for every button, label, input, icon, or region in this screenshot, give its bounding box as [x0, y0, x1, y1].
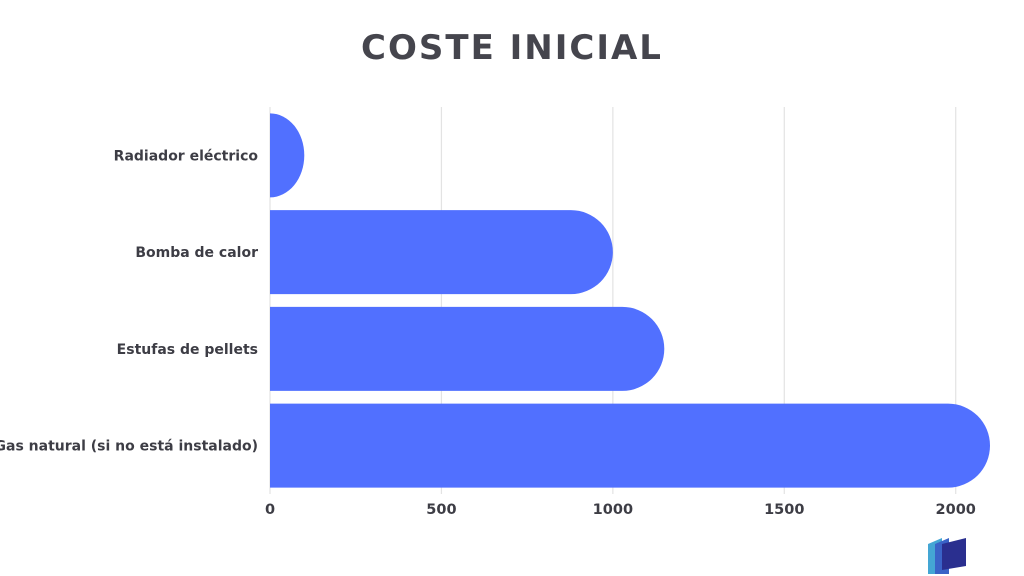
bar — [270, 210, 613, 295]
category-label: Estufas de pellets — [117, 342, 258, 358]
category-labels: Radiador eléctrico Bomba de calor Estufas … — [0, 148, 258, 454]
category-label: Gas natural (si no está instalado) — [0, 439, 258, 455]
category-label: Radiador eléctrico — [114, 148, 259, 164]
x-tick-label: 2000 — [936, 502, 976, 518]
x-tick-label: 1000 — [593, 502, 633, 518]
bar — [270, 306, 665, 391]
x-tick-label: 0 — [265, 502, 275, 518]
chart-title: COSTE INICIAL — [361, 28, 663, 68]
x-axis-ticks: 0 500 1000 1500 2000 — [265, 502, 976, 518]
bar — [270, 403, 990, 488]
x-tick-label: 1500 — [764, 502, 804, 518]
bar — [270, 113, 305, 198]
category-label: Bomba de calor — [135, 245, 258, 261]
brand-logo-icon — [928, 538, 966, 574]
x-tick-label: 500 — [426, 502, 456, 518]
bars — [270, 113, 990, 488]
